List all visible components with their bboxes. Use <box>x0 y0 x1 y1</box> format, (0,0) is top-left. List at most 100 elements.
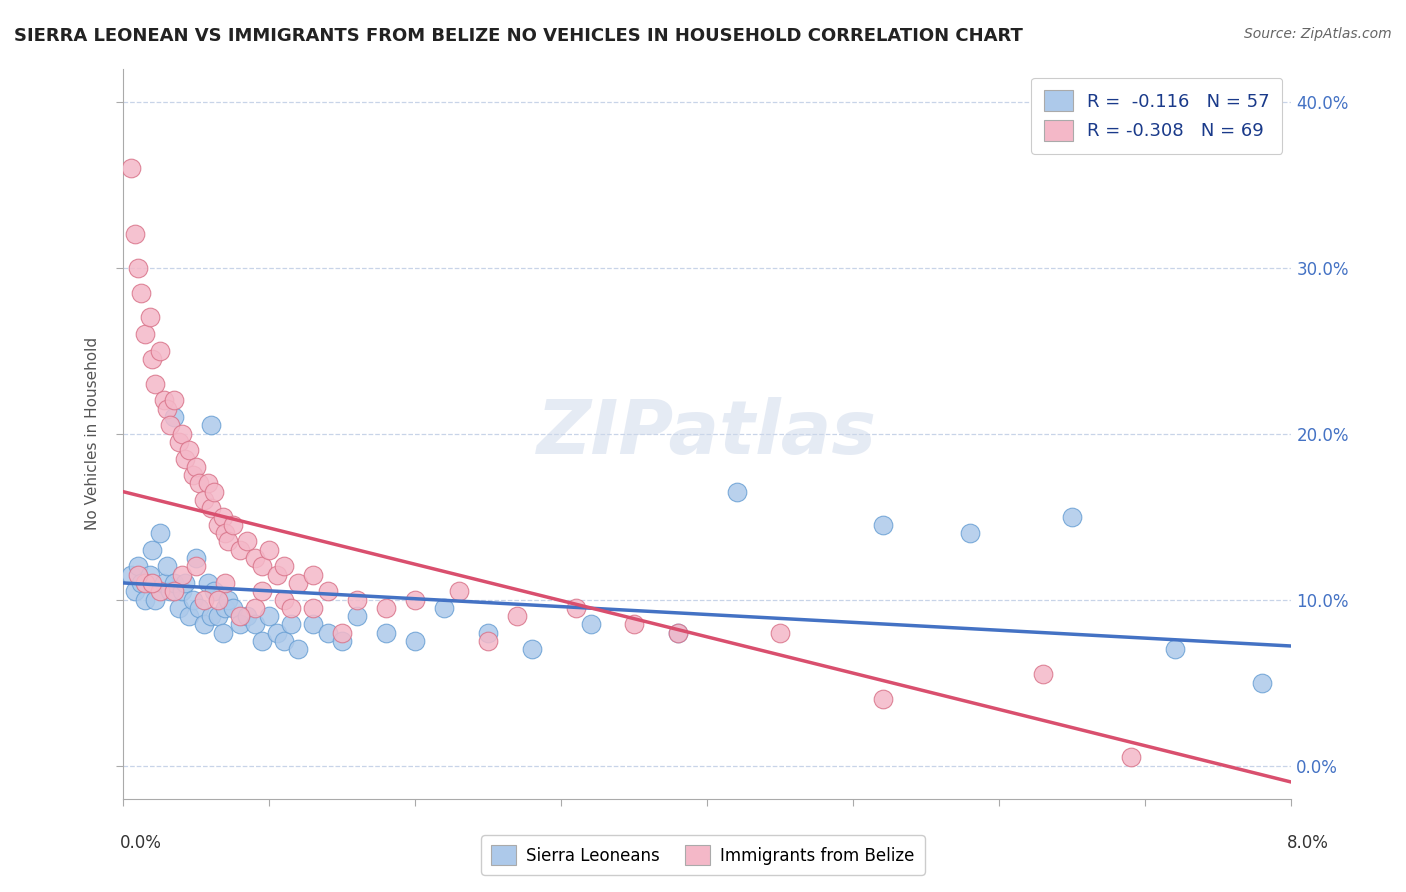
Point <box>202 584 225 599</box>
Y-axis label: No Vehicles in Household: No Vehicles in Household <box>86 337 100 530</box>
Point <box>127 559 149 574</box>
Point <box>273 634 295 648</box>
Point <box>167 434 190 449</box>
Point <box>156 401 179 416</box>
Point <box>200 418 222 433</box>
Point <box>181 468 204 483</box>
Text: Source: ZipAtlas.com: Source: ZipAtlas.com <box>1244 27 1392 41</box>
Point <box>120 567 142 582</box>
Point <box>250 559 273 574</box>
Point <box>202 484 225 499</box>
Point <box>250 634 273 648</box>
Point <box>243 617 266 632</box>
Point <box>170 426 193 441</box>
Point <box>477 634 499 648</box>
Point <box>666 625 689 640</box>
Point <box>217 592 239 607</box>
Point <box>141 576 163 591</box>
Point <box>197 576 219 591</box>
Point <box>170 567 193 582</box>
Point <box>138 310 160 325</box>
Point <box>141 542 163 557</box>
Point <box>330 625 353 640</box>
Point <box>163 576 186 591</box>
Point <box>207 592 229 607</box>
Point <box>433 600 456 615</box>
Point <box>124 584 146 599</box>
Point <box>134 326 156 341</box>
Point <box>725 484 748 499</box>
Text: SIERRA LEONEAN VS IMMIGRANTS FROM BELIZE NO VEHICLES IN HOUSEHOLD CORRELATION CH: SIERRA LEONEAN VS IMMIGRANTS FROM BELIZE… <box>14 27 1024 45</box>
Point <box>346 609 368 624</box>
Point <box>211 625 233 640</box>
Point <box>302 567 325 582</box>
Point <box>623 617 645 632</box>
Point <box>287 642 309 657</box>
Point <box>127 567 149 582</box>
Point <box>214 526 236 541</box>
Point <box>193 493 215 508</box>
Point <box>280 600 302 615</box>
Point <box>520 642 543 657</box>
Point <box>1163 642 1185 657</box>
Point <box>200 501 222 516</box>
Point <box>153 576 176 591</box>
Point <box>170 584 193 599</box>
Point <box>188 600 211 615</box>
Point <box>1251 675 1274 690</box>
Point <box>229 542 252 557</box>
Point <box>229 617 252 632</box>
Point <box>375 600 398 615</box>
Point <box>149 584 172 599</box>
Point <box>138 567 160 582</box>
Point <box>127 260 149 275</box>
Point <box>186 551 208 566</box>
Point <box>579 617 602 632</box>
Point <box>193 617 215 632</box>
Point <box>163 584 186 599</box>
Point <box>177 609 200 624</box>
Point <box>134 576 156 591</box>
Point <box>287 576 309 591</box>
Point <box>163 393 186 408</box>
Point <box>129 285 152 300</box>
Point <box>243 551 266 566</box>
Point <box>181 592 204 607</box>
Point <box>302 617 325 632</box>
Point <box>186 559 208 574</box>
Point <box>211 509 233 524</box>
Point <box>177 443 200 458</box>
Point <box>302 600 325 615</box>
Point <box>477 625 499 640</box>
Text: ZIPatlas: ZIPatlas <box>537 397 877 470</box>
Point <box>173 576 195 591</box>
Point <box>404 634 426 648</box>
Point <box>1119 750 1142 764</box>
Point <box>159 418 181 433</box>
Point <box>243 600 266 615</box>
Point <box>330 634 353 648</box>
Point <box>872 517 894 532</box>
Point <box>266 567 288 582</box>
Point <box>214 576 236 591</box>
Point <box>207 517 229 532</box>
Point <box>217 534 239 549</box>
Point <box>156 559 179 574</box>
Point <box>236 534 259 549</box>
Point <box>1062 509 1084 524</box>
Point <box>134 592 156 607</box>
Point <box>163 410 186 425</box>
Point <box>257 609 280 624</box>
Point <box>120 161 142 175</box>
Point <box>769 625 792 640</box>
Legend: R =  -0.116   N = 57, R = -0.308   N = 69: R = -0.116 N = 57, R = -0.308 N = 69 <box>1031 78 1282 153</box>
Point <box>1032 667 1054 681</box>
Point <box>506 609 529 624</box>
Text: 8.0%: 8.0% <box>1286 834 1329 852</box>
Point <box>124 227 146 242</box>
Point <box>222 517 245 532</box>
Point <box>143 592 166 607</box>
Point <box>565 600 588 615</box>
Point <box>229 609 252 624</box>
Point <box>153 393 176 408</box>
